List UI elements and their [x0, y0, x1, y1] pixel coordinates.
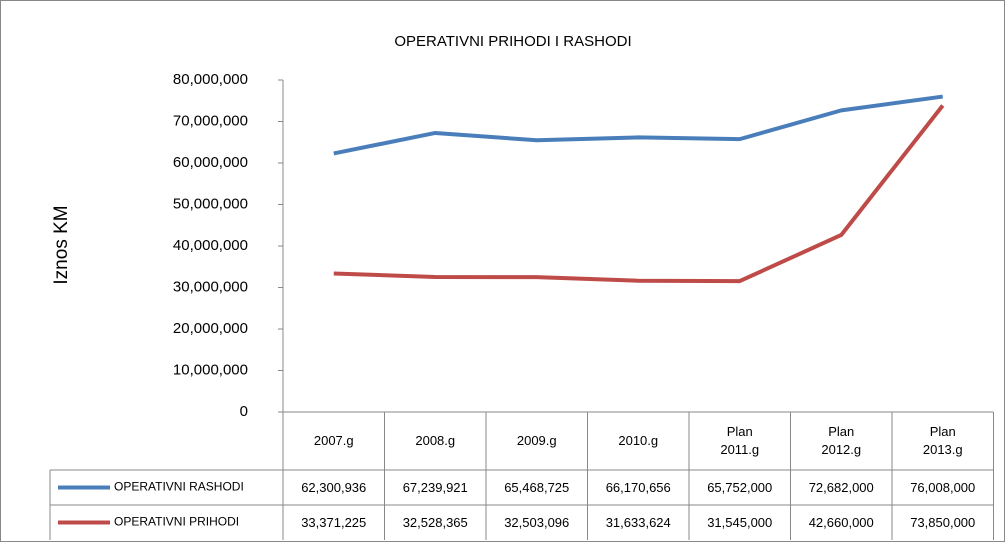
x-tick-label-cell: Plan 2012.g — [791, 412, 893, 470]
value-label-cell: 31,545,000 — [689, 505, 791, 540]
value-label: 72,682,000 — [808, 479, 874, 495]
x-tick-label-box: Plan 2013.g — [892, 412, 994, 470]
y-tick-label: 30,000,000 — [173, 278, 248, 295]
x-tick-label-box: Plan 2012.g — [791, 412, 893, 470]
y-tick-label: 50,000,000 — [173, 195, 248, 212]
value-label-cell: 31,633,624 — [588, 505, 690, 540]
x-tick-label-cell: 2010.g — [588, 412, 690, 470]
value-label-cell: 73,850,000 — [892, 505, 994, 540]
value-label-box: 73,850,000 — [892, 505, 994, 540]
value-label: 66,170,656 — [605, 479, 671, 495]
value-label: 67,239,921 — [402, 479, 468, 495]
value-label-cell: 42,660,000 — [791, 505, 893, 540]
y-axis-label: Iznos KM — [51, 205, 72, 284]
value-label-cell: 66,170,656 — [588, 470, 690, 505]
x-tick-label-box: 2010.g — [588, 412, 690, 470]
value-label-box: 67,239,921 — [385, 470, 487, 505]
value-label-cell: 33,371,225 — [283, 505, 385, 540]
x-tick-label: 2007.g — [313, 433, 354, 448]
x-tick-label-box: 2007.g — [283, 412, 385, 470]
value-label: 32,528,365 — [402, 514, 468, 530]
value-label-cell: 65,752,000 — [689, 470, 791, 505]
value-label: 31,633,624 — [605, 514, 671, 530]
y-tick-label: 10,000,000 — [173, 361, 248, 378]
series-line — [333, 94, 944, 156]
x-tick-label: 2009.g — [516, 433, 557, 448]
value-label: 65,468,725 — [504, 479, 570, 495]
value-label: 76,008,000 — [910, 479, 976, 495]
y-tick-label: 40,000,000 — [173, 237, 248, 254]
value-label-cell: 32,528,365 — [385, 505, 487, 540]
value-label: 65,752,000 — [707, 479, 773, 495]
x-tick-label: 2008.g — [415, 433, 456, 448]
x-tick-label-cell: 2007.g — [283, 412, 385, 470]
y-tick-label: 60,000,000 — [173, 154, 248, 171]
value-label-box: 65,752,000 — [689, 470, 791, 505]
value-label-box: 42,660,000 — [791, 505, 893, 540]
x-tick-label-cell: Plan 2013.g — [892, 412, 994, 470]
value-label-box: 33,371,225 — [283, 505, 385, 540]
value-label: 31,545,000 — [707, 514, 773, 530]
value-label-box: 76,008,000 — [892, 470, 994, 505]
value-label-box: 66,170,656 — [588, 470, 690, 505]
series-line — [333, 104, 945, 284]
value-label: 73,850,000 — [910, 514, 976, 530]
x-tick-label-box: 2009.g — [486, 412, 588, 470]
value-label-box: 32,503,096 — [486, 505, 588, 540]
x-tick-label-cell: Plan 2011.g — [689, 412, 791, 470]
x-tick-label-cell: 2009.g — [486, 412, 588, 470]
value-label-box: 32,528,365 — [385, 505, 487, 540]
y-tick-label: 20,000,000 — [173, 320, 248, 337]
legend-label: OPERATIVNI PRIHODI — [114, 515, 239, 529]
x-tick-label-box: Plan 2011.g — [689, 412, 791, 470]
y-tick-label: 0 — [240, 403, 248, 420]
value-label: 42,660,000 — [808, 514, 874, 530]
x-tick-label: Plan 2013.g — [922, 424, 963, 457]
value-label: 62,300,936 — [301, 479, 367, 495]
legend-label: OPERATIVNI RASHODI — [114, 480, 244, 494]
value-label-cell: 65,468,725 — [486, 470, 588, 505]
value-label-box: 31,633,624 — [588, 505, 690, 540]
value-label-box: 65,468,725 — [486, 470, 588, 505]
value-label-cell: 32,503,096 — [486, 505, 588, 540]
chart-title: OPERATIVNI PRIHODI I RASHODI — [394, 33, 631, 50]
x-tick-label-box: 2008.g — [385, 412, 487, 470]
x-tick-label: 2010.g — [618, 433, 659, 448]
value-label: 33,371,225 — [301, 514, 367, 530]
x-tick-label: Plan 2011.g — [720, 424, 760, 457]
value-label-box: 62,300,936 — [283, 470, 385, 505]
value-label-cell: 72,682,000 — [791, 470, 893, 505]
value-label-box: 72,682,000 — [791, 470, 893, 505]
x-tick-label: Plan 2012.g — [821, 424, 862, 457]
y-tick-label: 70,000,000 — [173, 112, 248, 129]
value-label-cell: 76,008,000 — [892, 470, 994, 505]
value-label: 32,503,096 — [504, 514, 570, 530]
value-label-box: 31,545,000 — [689, 505, 791, 540]
value-label-cell: 67,239,921 — [385, 470, 487, 505]
value-label-cell: 62,300,936 — [283, 470, 385, 505]
y-tick-label: 80,000,000 — [173, 71, 248, 88]
x-tick-label-cell: 2008.g — [385, 412, 487, 470]
